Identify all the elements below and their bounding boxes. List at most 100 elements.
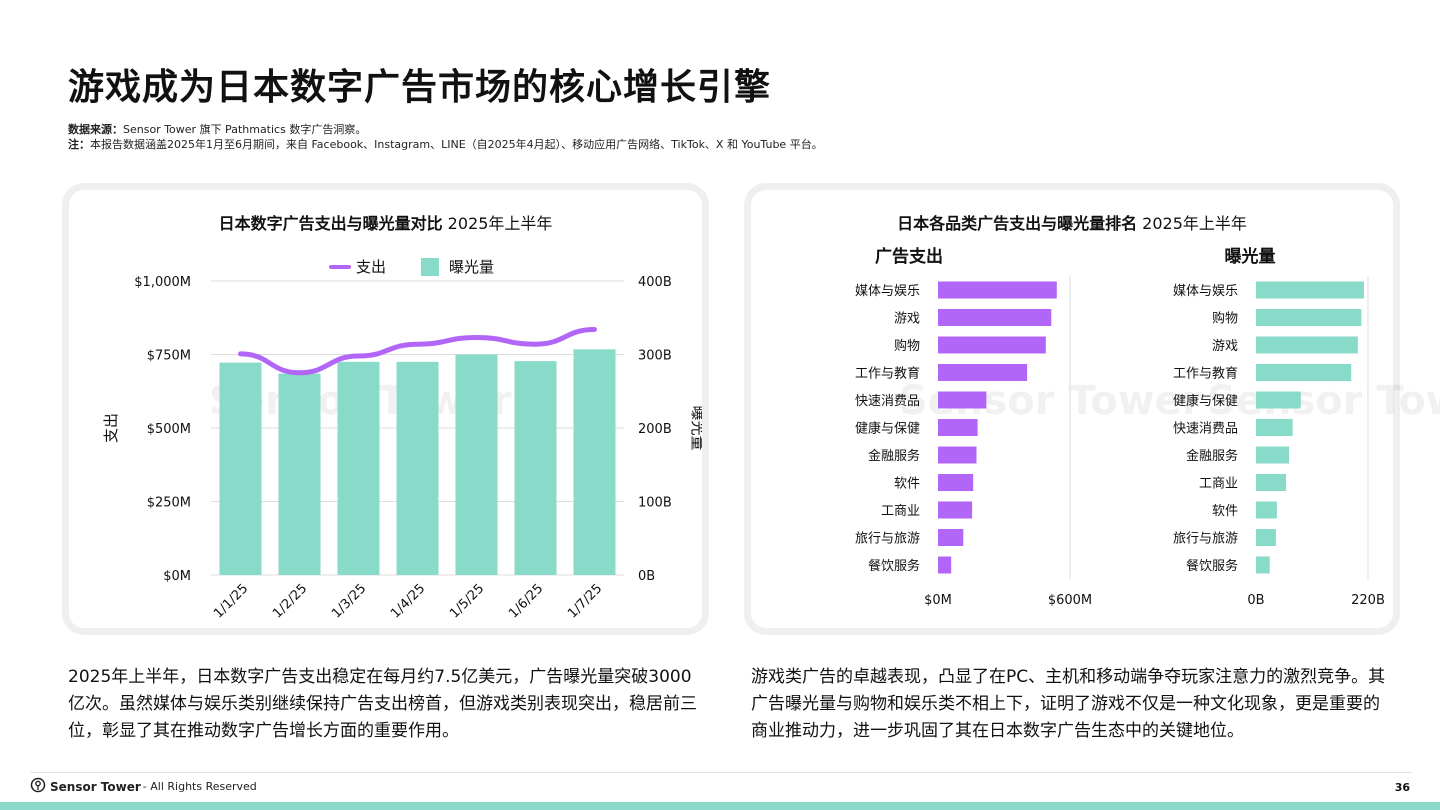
y-tick-label-left: $1,000M [134,275,191,290]
source-note: 数据来源：Sensor Tower 旗下 Pathmatics 数字广告洞察。 [68,121,366,137]
category-bar [1256,419,1293,436]
y-axis-label-left: 支出 [102,413,120,443]
y-axis-label-right: 曝光量 [689,405,702,450]
category-bar [938,529,964,546]
category-label: 快速消费品 [1173,422,1238,437]
category-label: 工商业 [1199,477,1238,492]
category-bar [1256,281,1364,299]
category-label: 软件 [1212,504,1238,519]
category-bar [938,446,977,464]
legend-impressions-label: 曝光量 [449,258,494,276]
category-ranking-card: 日本各品类广告支出与曝光量排名 2025年上半年 Sensor Tower Se… [744,183,1440,635]
category-bar [1256,529,1276,546]
left-card-title: 日本数字广告支出与曝光量对比 2025年上半年 [69,210,702,234]
y-tick-label-right: 200B [638,422,672,437]
right-commentary: 游戏类广告的卓越表现，凸显了在PC、主机和移动端争夺玩家注意力的激烈竞争。其广告… [751,667,1386,741]
y-tick-label-left: $250M [147,496,191,511]
category-label: 工作与教育 [1173,366,1238,382]
x-tick-label: 1/6/25 [506,581,546,621]
impressions-bar [219,362,262,575]
category-label: 金融服务 [868,448,920,464]
category-label: 快速消费品 [855,394,920,409]
left-commentary: 2025年上半年，日本数字广告支出稳定在每月约7.5亿美元，广告曝光量突破300… [68,667,697,741]
category-label: 工作与教育 [855,366,920,382]
category-bar [1256,336,1358,354]
category-ranking-charts: 广告支出媒体与娱乐游戏购物工作与教育快速消费品健康与保健金融服务软件工商业旅行与… [855,246,1385,608]
scope-note: 注：本报告数据涵盖2025年1月至6月期间，来自 Facebook、Instag… [68,136,823,152]
y-tick-label-left: $500M [147,422,191,437]
y-tick-label-right: 400B [638,275,672,290]
category-bar [1256,309,1362,326]
legend-impressions-swatch [421,258,439,276]
category-label: 软件 [894,477,920,492]
category-bar [938,336,1046,354]
x-tick-label: 1/3/25 [329,581,369,621]
category-bar [1256,474,1287,491]
category-bar [1256,556,1270,574]
x-tick-label: 1/5/25 [447,581,487,621]
impressions-bar [573,349,616,575]
footer-rights: - All Rights Reserved [142,780,257,793]
right-card-title: 日本各品类广告支出与曝光量排名 2025年上半年 [751,210,1393,234]
category-bar [1256,446,1290,464]
impressions-bar [278,373,321,575]
category-bar [938,501,973,519]
category-label: 金融服务 [1186,448,1238,464]
x-tick-label: 0B [1247,593,1264,608]
category-bar [938,364,1028,381]
impressions-bar [337,361,380,575]
note-text: 本报告数据涵盖2025年1月至6月期间，来自 Facebook、Instagra… [90,138,823,151]
x-tick-label: 1/4/25 [388,581,428,621]
category-label: 工商业 [881,504,920,519]
y-tick-label-left: $0M [163,569,191,584]
footer-divider [30,772,1412,773]
right-card-title-period: 2025年上半年 [1137,214,1247,233]
spend-vs-impressions-card: 日本数字广告支出与曝光量对比 2025年上半年 Sensor Tower $0M… [62,183,709,635]
note-label: 注： [68,138,90,151]
x-tick-label: 1/1/25 [211,581,251,621]
category-bar [1256,391,1301,409]
x-tick-label: 1/7/25 [565,581,605,621]
y-tick-label-right: 100B [638,496,672,511]
y-tick-label-right: 0B [638,569,655,584]
y-tick-label-right: 300B [638,349,672,364]
y-tick-label-left: $750M [147,349,191,364]
footer-brand-name: Sensor Tower [50,779,141,794]
category-label: 旅行与旅游 [855,532,920,547]
category-label: 餐饮服务 [1186,558,1238,574]
left-card-title-period: 2025年上半年 [442,214,553,233]
category-bar [1256,501,1277,519]
x-tick-label: 220B [1351,593,1385,608]
category-bar [938,474,974,491]
x-tick-label: $0M [924,593,952,608]
watermark: Sensor Tower [1207,378,1440,424]
category-label: 餐饮服务 [868,558,920,574]
legend-spend-label: 支出 [356,258,386,276]
page-title: 游戏成为日本数字广告市场的核心增长引擎 [68,67,772,108]
sensor-tower-logo-icon [30,777,46,796]
category-label: 媒体与娱乐 [1173,284,1238,299]
impressions-bar [514,361,557,575]
impressions-bar [396,361,439,575]
right-card-title-bold: 日本各品类广告支出与曝光量排名 [897,214,1138,233]
impressions-bar [455,354,498,575]
category-bar [938,556,952,574]
category-label: 旅行与旅游 [1173,532,1238,547]
page-number: 36 [1394,781,1410,794]
panel-title: 曝光量 [1225,246,1276,267]
category-bar [938,419,978,436]
category-bar [938,309,1052,326]
source-text: Sensor Tower 旗下 Pathmatics 数字广告洞察。 [123,123,367,136]
x-tick-label: 1/2/25 [270,581,310,621]
source-label: 数据来源： [68,123,123,136]
category-bar [938,281,1057,299]
category-label: 健康与保健 [855,421,920,437]
category-label: 购物 [1212,311,1238,327]
category-label: 购物 [894,338,920,354]
left-card-title-bold: 日本数字广告支出与曝光量对比 [218,214,443,233]
spend-impressions-combo-chart: $0M $250M $500M $750M $1,000M 0B 100B 200B 300B 4… [102,258,702,621]
category-bar [938,391,987,409]
category-label: 游戏 [1212,339,1238,354]
category-bar [1256,364,1352,381]
panel-title: 广告支出 [875,246,943,267]
